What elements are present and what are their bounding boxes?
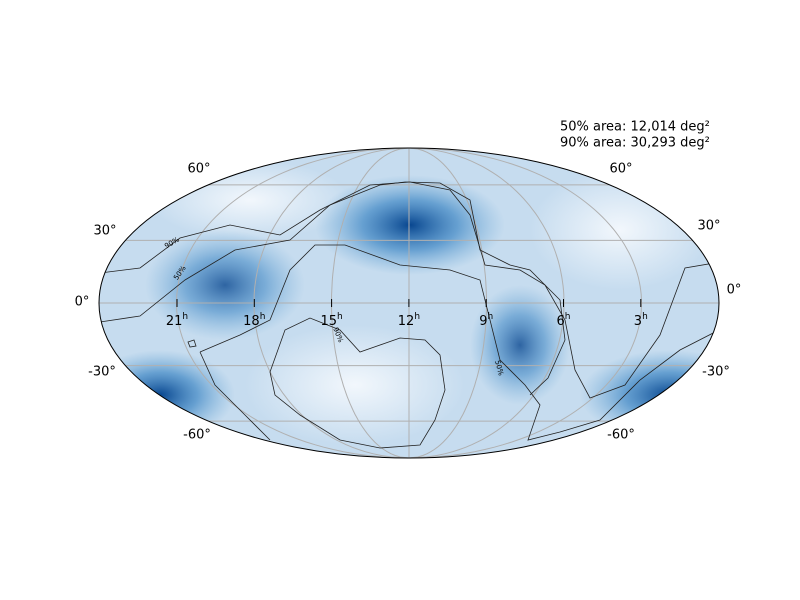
- ra-unit: h: [414, 312, 420, 322]
- ra-hours: 18: [243, 314, 260, 329]
- ra-hours: 6: [557, 314, 565, 329]
- dec-label: 30°: [93, 224, 116, 239]
- ra-label: 15h: [320, 312, 342, 329]
- ra-hours: 12: [398, 314, 415, 329]
- contour-south: [199, 351, 271, 441]
- dec-labels: 60° 30° 0° -30° -60° 60° 30° 0° -30° -60°: [75, 162, 742, 443]
- contour-small: [187, 339, 197, 348]
- dec-label: -60°: [183, 428, 211, 443]
- ra-unit: h: [260, 312, 266, 322]
- dec-label: 0°: [75, 295, 90, 310]
- area-label: 50% area: 12,014 deg²: [560, 120, 710, 135]
- ra-unit: h: [337, 312, 343, 322]
- ra-label: 6h: [557, 312, 571, 329]
- dec-label: -60°: [607, 428, 635, 443]
- contour-90-inner: [269, 317, 446, 449]
- area-label: 90% area: 30,293 deg²: [560, 136, 710, 151]
- contour-50: [99, 181, 719, 441]
- ra-unit: h: [182, 312, 188, 322]
- heatmap: [99, 148, 719, 458]
- ra-label: 9h: [479, 312, 493, 329]
- ra-hours: 9: [479, 314, 487, 329]
- dec-label: -30°: [88, 365, 116, 380]
- dec-label: 60°: [609, 162, 632, 177]
- dec-label: 30°: [697, 219, 720, 234]
- ra-unit: h: [565, 312, 571, 322]
- ra-hours: 21: [166, 314, 183, 329]
- ra-hours: 3: [634, 314, 642, 329]
- ra-label: 21h: [166, 312, 188, 329]
- contour-label: 50%: [493, 359, 505, 376]
- contour-90: [99, 181, 719, 399]
- ra-labels: 21h 18h 15h 12h 9h 6h 3h: [166, 299, 648, 329]
- ra-label: 12h: [398, 312, 420, 329]
- map-boundary: [98, 147, 720, 459]
- ra-hours: 15: [320, 314, 337, 329]
- dec-label: 0°: [727, 283, 742, 298]
- ra-label: 18h: [243, 312, 265, 329]
- ra-unit: h: [487, 312, 493, 322]
- ra-label: 3h: [634, 312, 648, 329]
- dec-label: 60°: [187, 162, 210, 177]
- ra-unit: h: [642, 312, 648, 322]
- dec-label: -30°: [702, 365, 730, 380]
